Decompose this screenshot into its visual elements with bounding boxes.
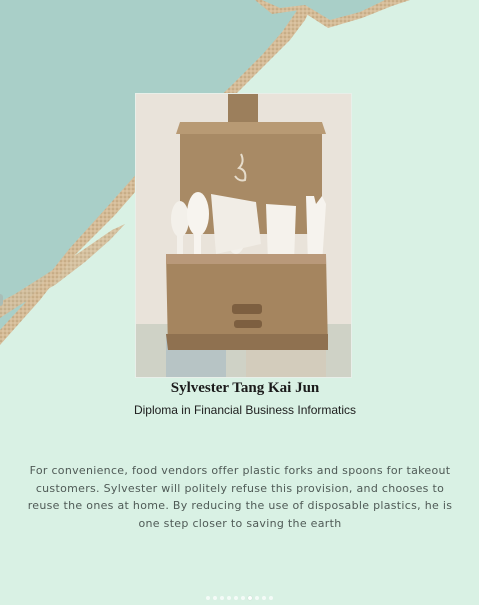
carousel-dot[interactable] bbox=[206, 596, 210, 600]
post-photo bbox=[135, 93, 352, 378]
carousel-dot[interactable] bbox=[269, 596, 273, 600]
cardboard-cutlery-box-photo-icon bbox=[136, 94, 351, 377]
carousel-dot[interactable] bbox=[262, 596, 266, 600]
left-edge-handle bbox=[0, 294, 3, 306]
carousel-dot[interactable] bbox=[241, 596, 245, 600]
student-name: Sylvester Tang Kai Jun bbox=[170, 380, 320, 396]
diploma-program: Diploma in Financial Business Informatic… bbox=[133, 403, 357, 417]
description-line: reuse the ones at home. By reducing the … bbox=[27, 499, 453, 512]
description-line: For convenience, food vendors offer plas… bbox=[29, 464, 451, 477]
carousel-dot[interactable] bbox=[220, 596, 224, 600]
description-line: one step closer to saving the earth bbox=[138, 516, 342, 530]
post-description: For convenience, food vendors offer plas… bbox=[26, 462, 454, 532]
carousel-dot[interactable] bbox=[255, 596, 259, 600]
carousel-dots[interactable] bbox=[0, 587, 479, 605]
carousel-dot[interactable] bbox=[227, 596, 231, 600]
description-line: customers. Sylvester will politely refus… bbox=[35, 481, 445, 495]
carousel-dot[interactable] bbox=[248, 596, 252, 600]
carousel-dot[interactable] bbox=[213, 596, 217, 600]
carousel-dot[interactable] bbox=[234, 596, 238, 600]
